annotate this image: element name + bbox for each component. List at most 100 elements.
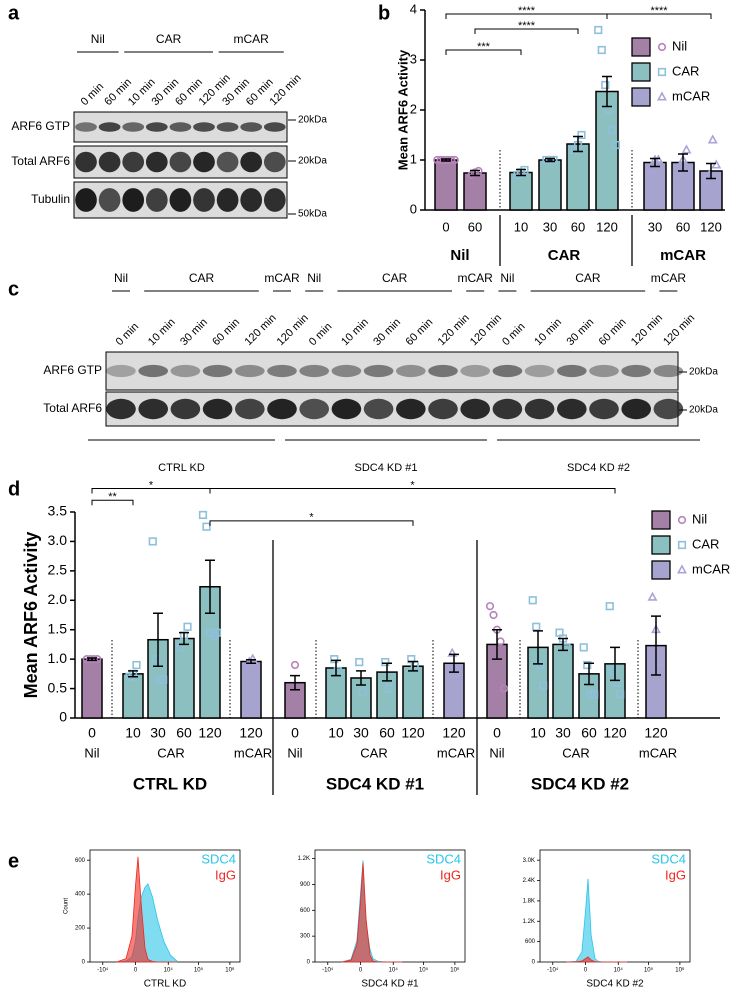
error-bar [87, 657, 97, 662]
y-tick-label: 1.2K [298, 856, 310, 862]
data-point [601, 80, 610, 90]
data-point [333, 666, 342, 676]
size-marker: 20kDa [689, 405, 718, 416]
y-tick-label: 0 [59, 709, 67, 725]
error-bar [356, 670, 366, 686]
error-bar [441, 158, 451, 162]
lane-label: 120 min [267, 72, 303, 108]
group-label: CAR [360, 745, 387, 760]
blot-band [240, 151, 263, 173]
data-point [646, 164, 657, 174]
size-marker: 20kDa [689, 367, 718, 378]
blot-band [299, 398, 330, 420]
blot-band [524, 398, 555, 420]
significance-bracket [445, 49, 522, 55]
blot-band [138, 398, 169, 420]
blot-band [138, 364, 169, 378]
blot-band [363, 398, 394, 420]
lane-label: 120 min [436, 312, 472, 348]
blot-band [202, 364, 233, 378]
error-bar [533, 630, 543, 665]
legend-label: mCAR [692, 561, 730, 576]
lane-label: 120 min [468, 312, 504, 348]
legend-marker [677, 515, 687, 525]
y-tick-label: 1.2K [523, 919, 535, 925]
error-bar [610, 646, 620, 682]
x-tick-label: 60 [379, 725, 395, 741]
blot-band [169, 188, 192, 212]
x-axis-label: SDC4 KD #1 [361, 979, 419, 990]
y-tick-label: 1.0 [48, 650, 68, 666]
histogram-area [116, 856, 178, 963]
error-bar [584, 662, 594, 686]
blot-band [122, 151, 145, 173]
panel-label: d [8, 478, 20, 500]
x-tick-label: 10⁶ [225, 967, 235, 974]
data-point [654, 656, 665, 666]
blot-band [589, 364, 619, 378]
blot-band [428, 364, 458, 378]
data-point [653, 154, 664, 164]
blot-band [170, 398, 201, 420]
data-point [609, 666, 618, 676]
lane-label: 10 min [339, 316, 371, 348]
group-label: Nil [500, 271, 514, 285]
group-label: Nil [489, 745, 504, 760]
bar [552, 643, 574, 719]
data-point [132, 660, 141, 670]
blot-band [524, 364, 555, 378]
group-label: CAR [156, 32, 182, 46]
significance-bracket [474, 28, 579, 34]
x-tick-label: 0 [359, 968, 363, 974]
error-bar [558, 637, 568, 652]
data-point [499, 684, 509, 693]
x-tick-label: 10⁶ [675, 967, 685, 974]
y-tick-label: 4 [410, 1, 417, 16]
group-label: mCAR [639, 745, 677, 760]
bar [463, 172, 487, 211]
x-tick-label: 120 [442, 725, 466, 741]
x-tick-label: 10⁶ [450, 967, 460, 974]
lane-label: 10 min [532, 316, 564, 348]
lane-label: 30 min [564, 316, 596, 348]
x-tick-label: 60 [571, 219, 585, 234]
group-label: Nil [114, 271, 128, 285]
group-label: Nil [307, 271, 321, 285]
error-bar [650, 157, 660, 168]
data-point [707, 134, 718, 144]
x-tick-label: 0 [88, 725, 96, 741]
data-point [447, 155, 456, 165]
x-tick-label: 120 [401, 725, 425, 741]
x-tick-label: 10 [125, 725, 141, 741]
significance-bracket [606, 13, 712, 19]
lane-label: 30 min [178, 316, 210, 348]
data-point [330, 655, 339, 664]
x-tick-label: -10⁴ [97, 967, 109, 974]
legend-marker [677, 564, 687, 574]
data-point [447, 647, 458, 657]
data-point [93, 655, 102, 664]
significance-label: **** [650, 5, 668, 17]
lane-label: 120 min [275, 312, 311, 348]
legend-label: Nil [692, 511, 707, 526]
blot-band [331, 364, 362, 378]
data-point [674, 169, 685, 179]
x-tick-label: 10⁴ [389, 967, 399, 974]
size-marker: 20kDa [298, 156, 327, 167]
blot-band [621, 364, 652, 378]
legend-label: SDC4 [651, 851, 686, 866]
blot-band [492, 398, 523, 420]
group-label: Nil [287, 745, 302, 760]
blot-band [556, 398, 587, 420]
legend-marker [657, 67, 667, 77]
data-point [681, 144, 692, 154]
blot-band [216, 122, 239, 132]
data-point [528, 596, 537, 605]
data-point [198, 510, 208, 520]
lane-label: 120 min [629, 312, 665, 348]
legend-swatch [631, 62, 651, 82]
x-tick-label: 30 [353, 725, 369, 741]
data-point [450, 668, 461, 678]
data-point [532, 622, 541, 631]
legend-swatch [651, 560, 671, 580]
